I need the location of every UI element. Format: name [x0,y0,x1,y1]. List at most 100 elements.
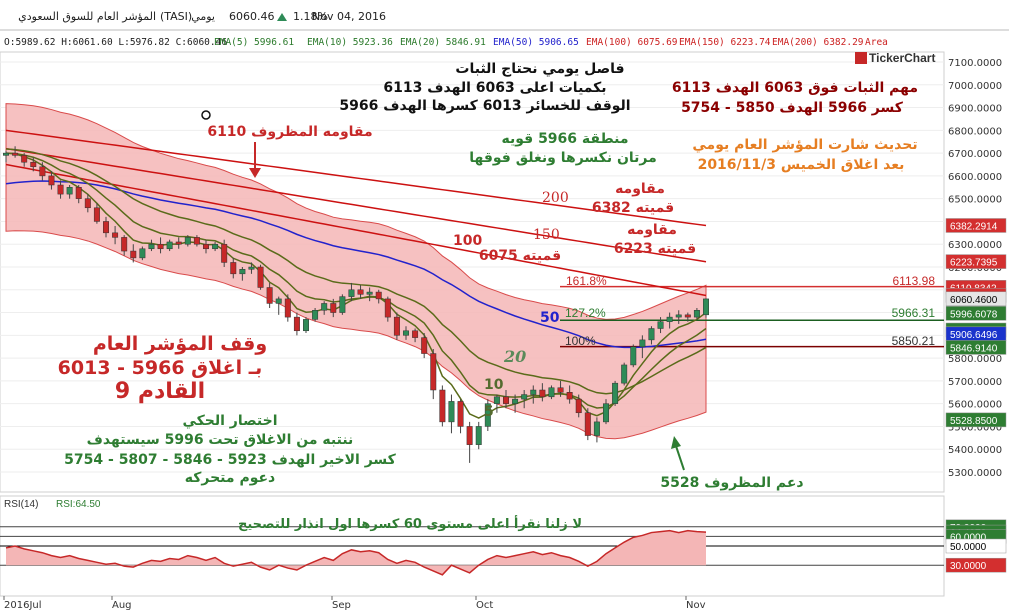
fib-100-label: 100% [565,334,596,348]
note-top-center-1: فاصل يومي نحتاج الثبات [455,61,624,77]
rsi-tag-label: 30.0000 [950,561,987,572]
candle-body [548,387,555,398]
envelope-area [5,103,707,440]
note-summary-2: 5754 - 5807 - 5846 - 5923 كسر الاخير اله… [64,452,397,468]
period-label: يومي [191,10,215,23]
candle-body [457,401,464,427]
candle-body [375,291,382,300]
time-axis-label: Oct [476,600,493,611]
price-axis-label: 5800.0000 [948,354,1002,365]
candle-body [639,339,646,347]
price-tag-label: 6382.2914 [950,221,998,232]
note-res-title-2: مقاومه [627,222,677,238]
logo-icon [855,52,867,64]
candle-body [121,237,128,252]
label-ema-5: 5 [484,404,494,420]
fib-100-value: 5850.21 [892,334,936,348]
marker-circle-icon [201,110,211,120]
candle-body [403,330,409,336]
candle-body [466,426,473,445]
fib-1618-value: 6113.98 [893,274,936,288]
note-stop-3: القادم 9 [115,379,205,404]
candle-body [130,250,137,259]
candle-body [166,241,173,250]
ema-100-line [5,163,707,297]
candle-body [630,346,637,366]
price-panel [0,51,945,493]
label-ema-150: 150 [533,227,560,243]
candle-body [512,398,519,404]
note-stop-2: 6013 - 5966 بـ اغلاق [58,357,263,379]
price-tags: 6382.29146223.73956110.83426075.69136060… [945,218,1007,428]
price-axis-label: 5500.0000 [948,422,1002,433]
candle-body [575,398,582,414]
candle-body [275,298,282,304]
candle-body [484,403,491,427]
ema-legend-item: EMA(100) 6075.69 [586,37,678,48]
candle-body [539,389,546,398]
change-percent: 1.18% [293,10,328,23]
candle-body [666,316,673,322]
price-axis-label: 7100.0000 [948,58,1002,69]
candle-body [84,198,91,209]
fib-1618-label: 161.8% [566,274,607,288]
candle-body [148,243,155,250]
note-res-value-3: قميته 6075 [479,248,561,264]
label-ema-200: 200 [542,190,569,206]
up-arrow-icon [277,13,287,21]
candle-body [675,314,682,318]
note-res-title-1: مقاومه [615,181,665,197]
envelope-band [5,103,707,440]
candle-body [248,266,255,270]
fib-1272-label: 127.2% [565,306,606,320]
rsi-value: RSI:64.50 [56,499,101,510]
candle-body [357,289,364,295]
candle-body [430,353,437,391]
note-top-center-2: بكميات اعلى 6063 الهدف 6113 [383,80,606,96]
candle-body [75,187,82,199]
annotations: فاصل يومي نحتاج الثبات بكميات اعلى 6063 … [58,61,936,532]
note-res-value-2: قميته 6223 [614,241,696,257]
candle-body [621,364,628,384]
note-update-1: تحديث شارت المؤشر العام يومي [692,137,917,153]
ema-legend-item: EMA(20) 5846.91 [400,37,486,48]
candle-body [330,303,337,313]
ema-legend-item: EMA(50) 5906.65 [493,37,579,48]
candle-body [421,337,428,354]
note-top-center-3: الوقف للخسائر 6013 كسرها الهدف 5966 [339,98,630,114]
time-axis-label: 2016Jul [4,600,42,611]
chart-header: المؤشر العام للسوق السعودي (TASI) يومي 6… [18,10,386,23]
price-tag-label: 5528.8500 [950,416,998,427]
candle-body [348,289,355,297]
candle-body [303,319,309,332]
price-tag-label: 5906.6496 [950,330,998,341]
header-date: Nov 04, 2016 [312,10,386,23]
price-tag [945,412,1007,428]
label-ema-10: 10 [484,377,504,393]
label-ema-100: 100 [453,233,482,249]
candle-body [439,389,446,423]
price-axis-label: 5600.0000 [948,400,1002,411]
price-axis-label: 7000.0000 [948,81,1002,92]
rsi-tag-label: 60.0000 [950,532,987,543]
candle-body [475,426,482,445]
candle-body [284,298,291,318]
candle-body [339,296,346,313]
note-envelope-resistance: مقاومه المظروف 6110 [207,124,372,140]
rsi-line [5,529,707,576]
candle-body [530,389,537,395]
price-axis-label: 6900.0000 [948,104,1002,115]
rsi-title: RSI(14) [4,499,38,510]
candle-body [66,187,73,195]
ema-legend-item: Area [865,37,888,48]
note-summary-title: اختصار الحكي [182,413,277,429]
ema-150-line [5,147,707,263]
candle-body [366,291,373,295]
candle-body [648,328,655,341]
candle-body [239,269,246,275]
candle-body [321,303,328,311]
price-tag [945,218,1007,233]
index-name: المؤشر العام للسوق السعودي [18,10,156,23]
